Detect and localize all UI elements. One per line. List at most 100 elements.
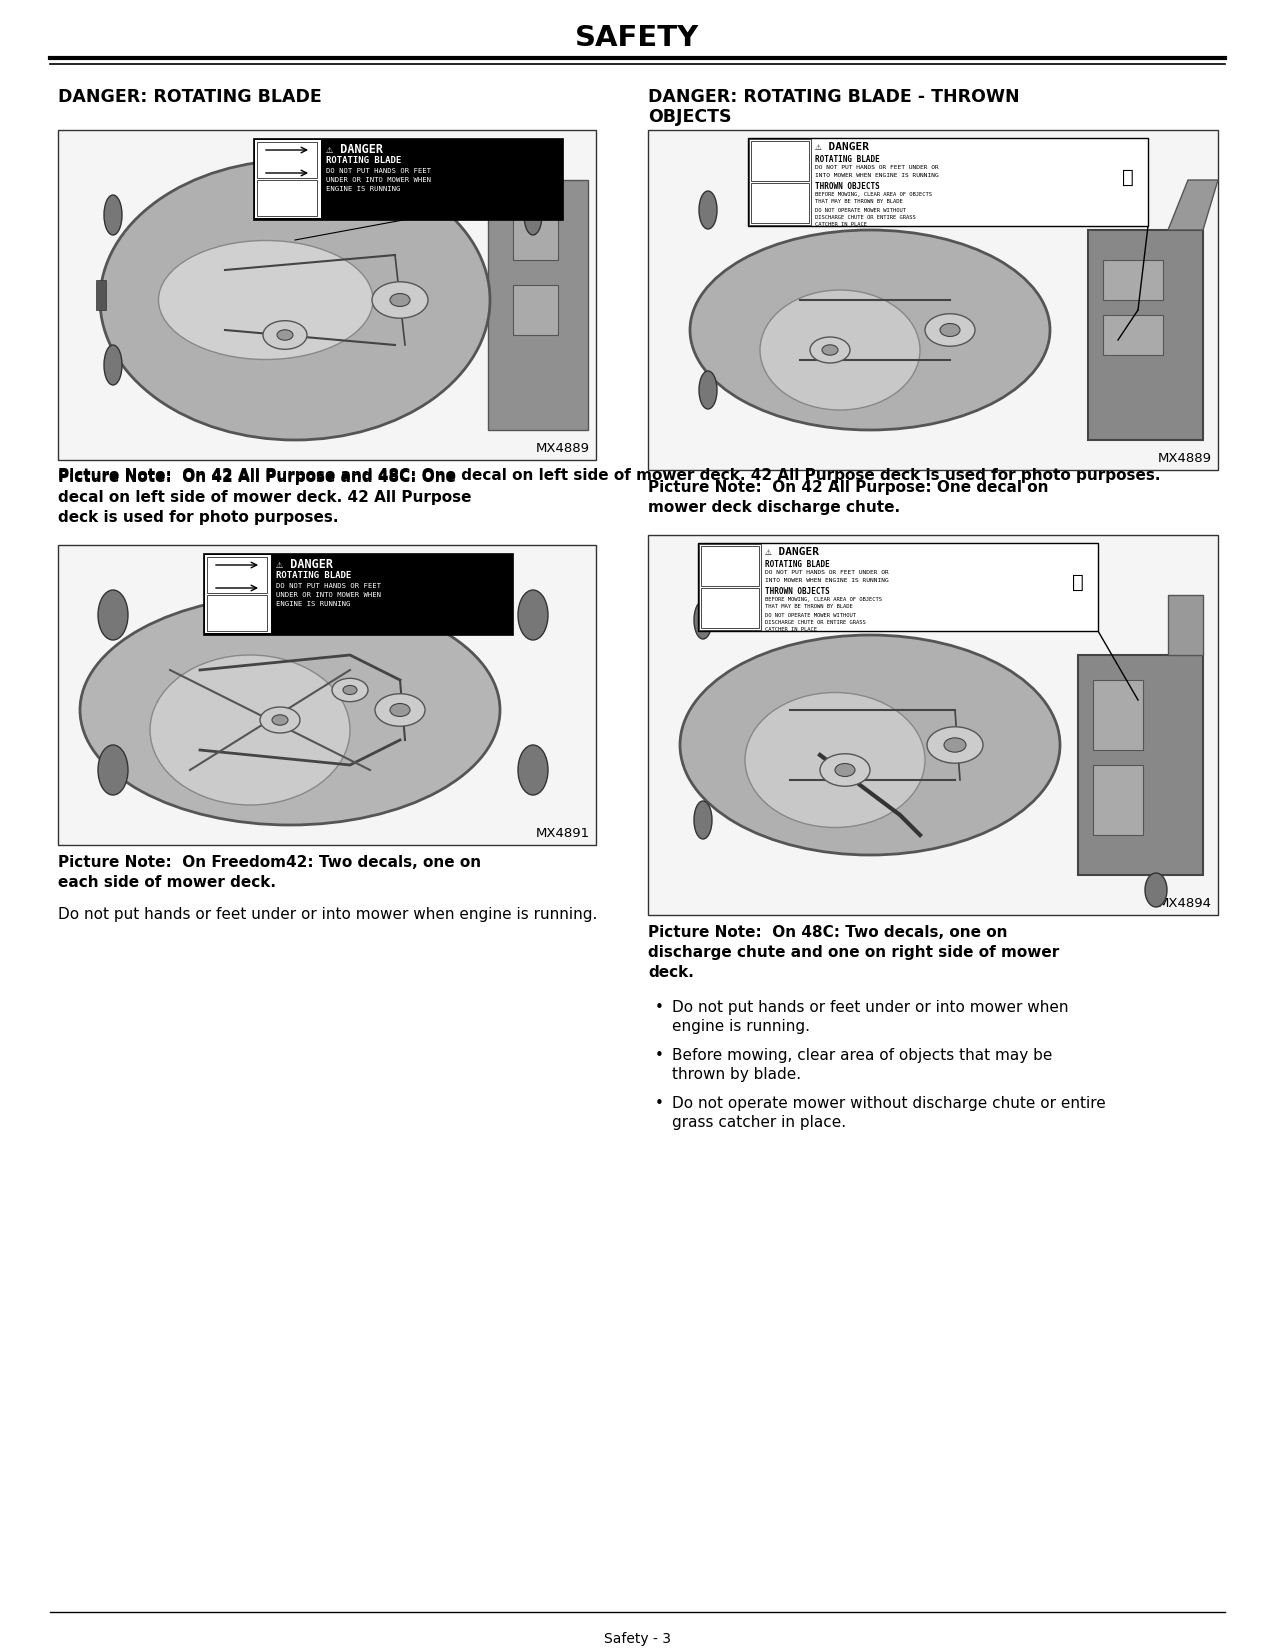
Bar (255, 140, 321, 218)
Bar (513, 210, 558, 261)
Text: mower deck discharge chute.: mower deck discharge chute. (648, 500, 900, 515)
Text: DANGER: ROTATING BLADE: DANGER: ROTATING BLADE (57, 87, 321, 106)
Text: DISCHARGE CHUTE OR ENTIRE GRASS: DISCHARGE CHUTE OR ENTIRE GRASS (815, 214, 915, 219)
Text: ROTATING BLADE: ROTATING BLADE (815, 155, 880, 163)
Text: engine is running.: engine is running. (672, 1020, 810, 1035)
Bar (488, 180, 588, 431)
Text: INTO MOWER WHEN ENGINE IS RUNNING: INTO MOWER WHEN ENGINE IS RUNNING (765, 578, 889, 582)
Text: MX4894: MX4894 (1158, 898, 1213, 911)
Text: MX4889: MX4889 (536, 442, 590, 455)
Ellipse shape (375, 693, 425, 726)
Text: Do not put hands or feet under or into mower when: Do not put hands or feet under or into m… (672, 1000, 1068, 1015)
Text: 🏃: 🏃 (1122, 168, 1133, 186)
Bar (258, 142, 317, 178)
Text: discharge chute and one on right side of mower: discharge chute and one on right side of… (648, 945, 1060, 960)
Text: Before mowing, clear area of objects that may be: Before mowing, clear area of objects tha… (672, 1048, 1052, 1063)
Text: ROTATING BLADE: ROTATING BLADE (765, 559, 830, 569)
Bar (1077, 655, 1204, 875)
Ellipse shape (745, 693, 924, 828)
Bar (1088, 229, 1204, 441)
Ellipse shape (518, 591, 548, 640)
Ellipse shape (158, 241, 374, 360)
Text: deck is used for photo purposes.: deck is used for photo purposes. (57, 510, 338, 525)
Text: DO NOT OPERATE MOWER WITHOUT: DO NOT OPERATE MOWER WITHOUT (765, 614, 856, 619)
Ellipse shape (694, 800, 711, 838)
Bar (748, 139, 811, 224)
Ellipse shape (332, 678, 368, 701)
Text: DO NOT PUT HANDS OR FEET UNDER OR: DO NOT PUT HANDS OR FEET UNDER OR (765, 569, 889, 574)
Ellipse shape (272, 714, 288, 726)
Ellipse shape (277, 330, 293, 340)
Text: SAFETY: SAFETY (575, 25, 699, 53)
Text: MX4891: MX4891 (536, 827, 590, 840)
Bar (203, 553, 513, 635)
Ellipse shape (524, 195, 542, 234)
Ellipse shape (760, 290, 921, 409)
Bar (751, 183, 810, 223)
Bar (751, 140, 810, 182)
Text: CATCHER IN PLACE: CATCHER IN PLACE (815, 223, 867, 228)
Text: •: • (655, 1048, 664, 1063)
Text: Do not put hands or feet under or into mower when engine is running.: Do not put hands or feet under or into m… (57, 908, 598, 922)
Bar (1103, 261, 1163, 300)
Text: MX4889: MX4889 (1158, 452, 1213, 465)
Text: Safety - 3: Safety - 3 (603, 1632, 671, 1647)
Text: DO NOT PUT HANDS OR FEET: DO NOT PUT HANDS OR FEET (275, 582, 381, 589)
Ellipse shape (694, 601, 711, 639)
Ellipse shape (150, 655, 351, 805)
Polygon shape (1168, 180, 1218, 229)
Bar (697, 543, 1098, 630)
Bar (701, 587, 759, 629)
Text: •: • (655, 1000, 664, 1015)
Text: UNDER OR INTO MOWER WHEN: UNDER OR INTO MOWER WHEN (326, 177, 431, 183)
Text: ENGINE IS RUNNING: ENGINE IS RUNNING (275, 601, 351, 607)
Ellipse shape (80, 596, 500, 825)
Text: 🏃: 🏃 (1072, 573, 1084, 591)
Text: ENGINE IS RUNNING: ENGINE IS RUNNING (326, 186, 400, 191)
Text: BEFORE MOWING, CLEAR AREA OF OBJECTS: BEFORE MOWING, CLEAR AREA OF OBJECTS (765, 597, 882, 602)
Text: ⚠ DANGER: ⚠ DANGER (765, 548, 819, 558)
Ellipse shape (98, 746, 128, 795)
Ellipse shape (98, 591, 128, 640)
Bar (699, 544, 761, 630)
Ellipse shape (390, 703, 411, 716)
Ellipse shape (105, 345, 122, 384)
Ellipse shape (518, 746, 548, 795)
Bar (748, 139, 1148, 226)
Text: DO NOT OPERATE MOWER WITHOUT: DO NOT OPERATE MOWER WITHOUT (815, 208, 907, 213)
Text: ⚠ DANGER: ⚠ DANGER (815, 142, 870, 152)
Bar (207, 596, 266, 630)
Ellipse shape (105, 195, 122, 234)
Text: decal on left side of mower deck. 42 All Purpose: decal on left side of mower deck. 42 All… (57, 490, 472, 505)
Text: Picture Note:  On 42 All Purpose: One decal on: Picture Note: On 42 All Purpose: One dec… (648, 480, 1048, 495)
Ellipse shape (924, 314, 975, 346)
Bar (258, 180, 317, 216)
Text: ⚠ DANGER: ⚠ DANGER (275, 558, 333, 571)
Polygon shape (1168, 596, 1204, 655)
Text: DO NOT PUT HANDS OR FEET UNDER OR: DO NOT PUT HANDS OR FEET UNDER OR (815, 165, 938, 170)
Text: Picture Note:  On 48C: Two decals, one on: Picture Note: On 48C: Two decals, one on (648, 926, 1007, 940)
Ellipse shape (343, 685, 357, 695)
Text: deck.: deck. (648, 965, 694, 980)
Bar (648, 130, 1218, 470)
Bar (205, 554, 272, 634)
Text: Picture Note:  On 42 All Purpose and 48C: One decal on left side of mower deck. : Picture Note: On 42 All Purpose and 48C:… (57, 469, 1160, 483)
Ellipse shape (1145, 873, 1167, 908)
Text: thrown by blade.: thrown by blade. (672, 1068, 801, 1082)
Ellipse shape (820, 754, 870, 787)
Text: each side of mower deck.: each side of mower deck. (57, 874, 275, 889)
Text: OBJECTS: OBJECTS (648, 107, 732, 125)
Ellipse shape (699, 371, 717, 409)
Text: Do not operate mower without discharge chute or entire: Do not operate mower without discharge c… (672, 1096, 1105, 1110)
Bar (1103, 315, 1163, 355)
Bar (57, 544, 595, 845)
Bar (207, 558, 266, 592)
Text: INTO MOWER WHEN ENGINE IS RUNNING: INTO MOWER WHEN ENGINE IS RUNNING (815, 173, 938, 178)
Bar (252, 139, 564, 219)
Text: ROTATING BLADE: ROTATING BLADE (275, 571, 351, 581)
Bar (513, 285, 558, 335)
Text: DO NOT PUT HANDS OR FEET: DO NOT PUT HANDS OR FEET (326, 168, 431, 173)
Bar (1093, 766, 1142, 835)
Ellipse shape (372, 282, 428, 318)
Ellipse shape (810, 337, 850, 363)
